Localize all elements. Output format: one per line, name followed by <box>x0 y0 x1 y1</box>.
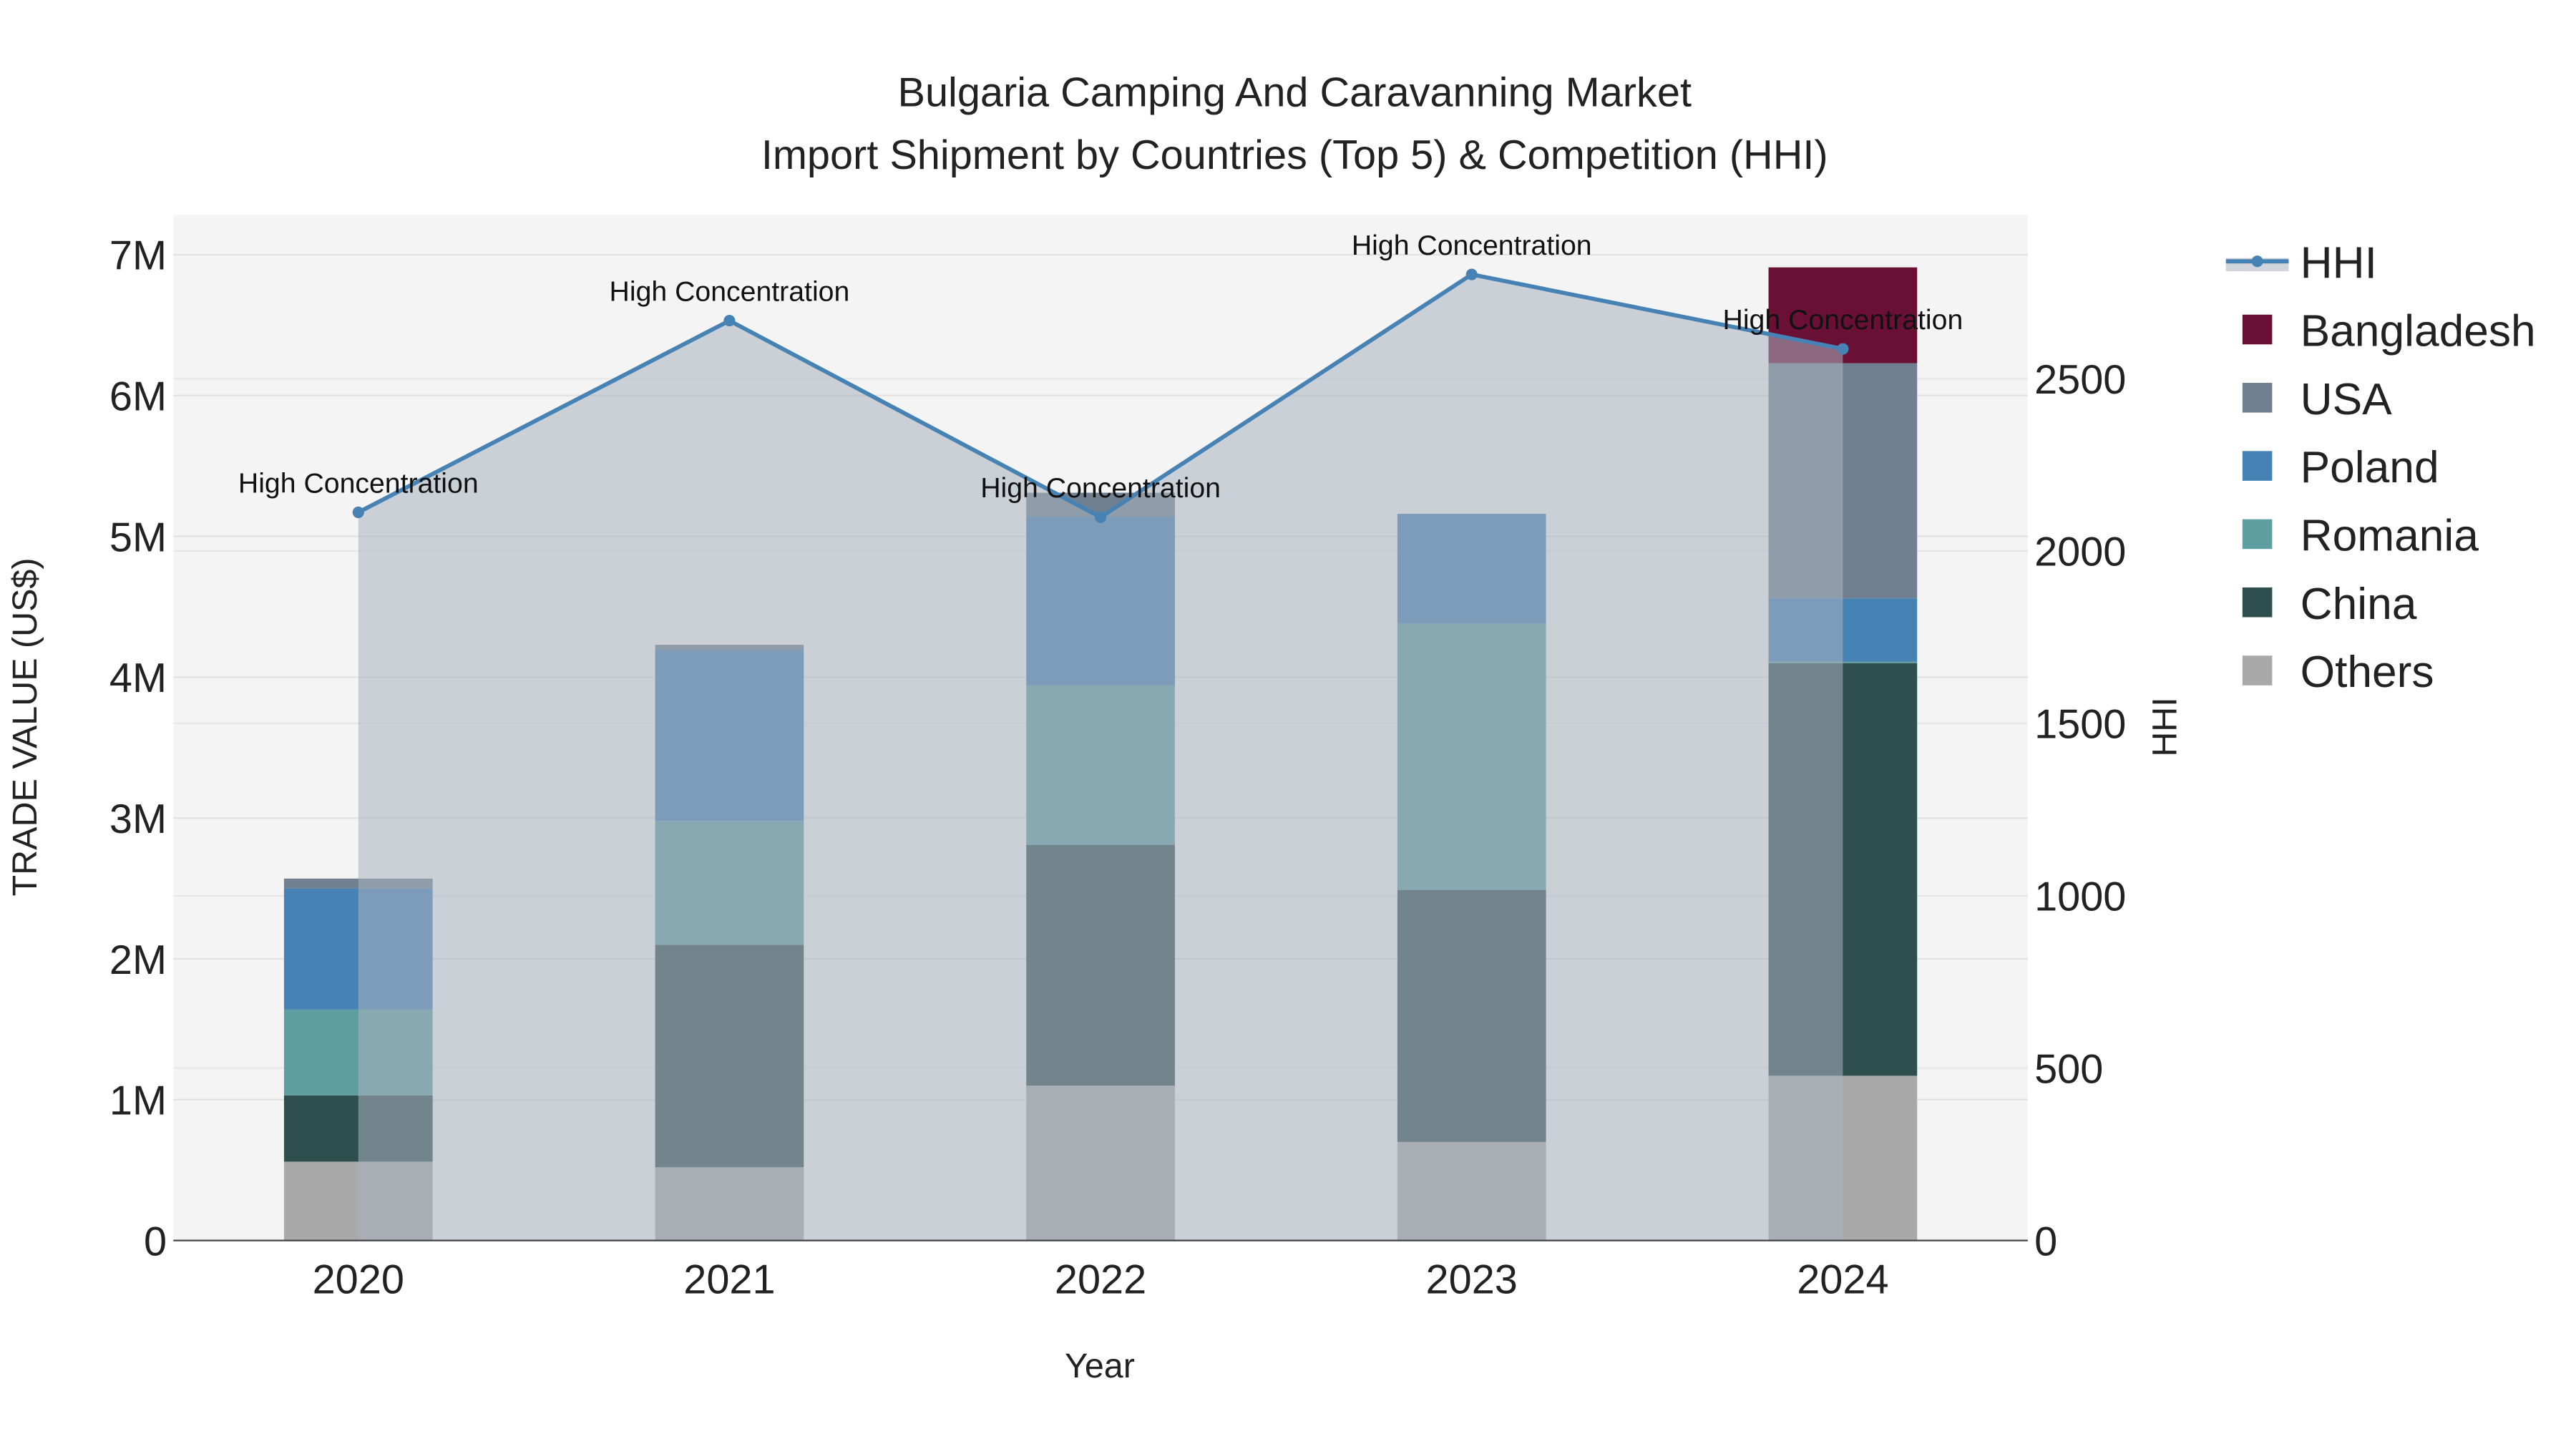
hhi-point <box>723 315 736 327</box>
y-tick-label: 4M <box>109 655 167 701</box>
legend: HHI Bangladesh USA Poland Romania China Others <box>2225 238 2536 697</box>
hhi-annotation: High Concentration <box>1352 230 1592 261</box>
y2-tick-label: 2500 <box>2034 357 2126 403</box>
y2-axis-label: HHI <box>2146 697 2185 756</box>
legend-label-hhi: HHI <box>2301 238 2377 288</box>
legend-swatch-bangladesh <box>2242 314 2273 345</box>
hhi-area <box>358 274 1843 1241</box>
x-tick-label: 2024 <box>1797 1257 1888 1303</box>
legend-swatch-usa <box>2242 383 2273 413</box>
x-tick-label: 2021 <box>683 1257 775 1303</box>
legend-swatch-others <box>2242 655 2273 686</box>
chart-subtitle: Import Shipment by Countries (Top 5) & C… <box>761 132 1828 178</box>
bar-romania <box>1768 661 1918 663</box>
y2-tick-label: 0 <box>2034 1219 2057 1264</box>
hhi-point <box>352 506 364 519</box>
y2-tick-label: 1500 <box>2034 702 2126 748</box>
legend-label-usa: USA <box>2301 375 2393 424</box>
y-axis-label: TRADE VALUE (US$) <box>6 557 44 896</box>
hhi-point <box>1837 343 1849 355</box>
legend-label-others: Others <box>2301 648 2434 697</box>
legend-label-china: China <box>2301 580 2417 629</box>
y-tick-label: 5M <box>109 514 167 560</box>
hhi-annotation: High Concentration <box>980 472 1221 504</box>
y-tick-label: 1M <box>109 1078 167 1124</box>
legend-label-poland: Poland <box>2301 443 2439 492</box>
y-tick-label: 7M <box>109 233 167 279</box>
legend-swatch-romania <box>2242 519 2273 550</box>
hhi-point <box>1095 511 1107 523</box>
hhi-annotation: High Concentration <box>1723 304 1963 336</box>
x-tick-label: 2020 <box>313 1257 404 1303</box>
legend-swatch-poland <box>2242 451 2273 481</box>
legend-label-romania: Romania <box>2301 512 2479 561</box>
legend-label-bangladesh: Bangladesh <box>2301 307 2536 356</box>
y2-tick-label: 2000 <box>2034 530 2126 575</box>
hhi-point <box>1465 268 1478 280</box>
legend-swatch-hhi-point <box>2251 255 2263 268</box>
chart-title: Bulgaria Camping And Caravanning Market <box>897 69 1691 115</box>
x-axis-label: Year <box>1065 1347 1135 1385</box>
hhi-annotation: High Concentration <box>610 275 850 307</box>
y-tick-label: 3M <box>109 796 167 842</box>
x-tick-label: 2022 <box>1055 1257 1146 1303</box>
x-tick-label: 2023 <box>1426 1257 1518 1303</box>
hhi-annotation: High Concentration <box>238 467 479 499</box>
y2-tick-label: 1000 <box>2034 874 2126 920</box>
y-tick-label: 6M <box>109 374 167 420</box>
y-tick-label: 2M <box>109 937 167 983</box>
legend-swatch-china <box>2242 587 2273 618</box>
y-tick-label: 0 <box>144 1219 167 1264</box>
y2-tick-label: 500 <box>2034 1046 2103 1092</box>
